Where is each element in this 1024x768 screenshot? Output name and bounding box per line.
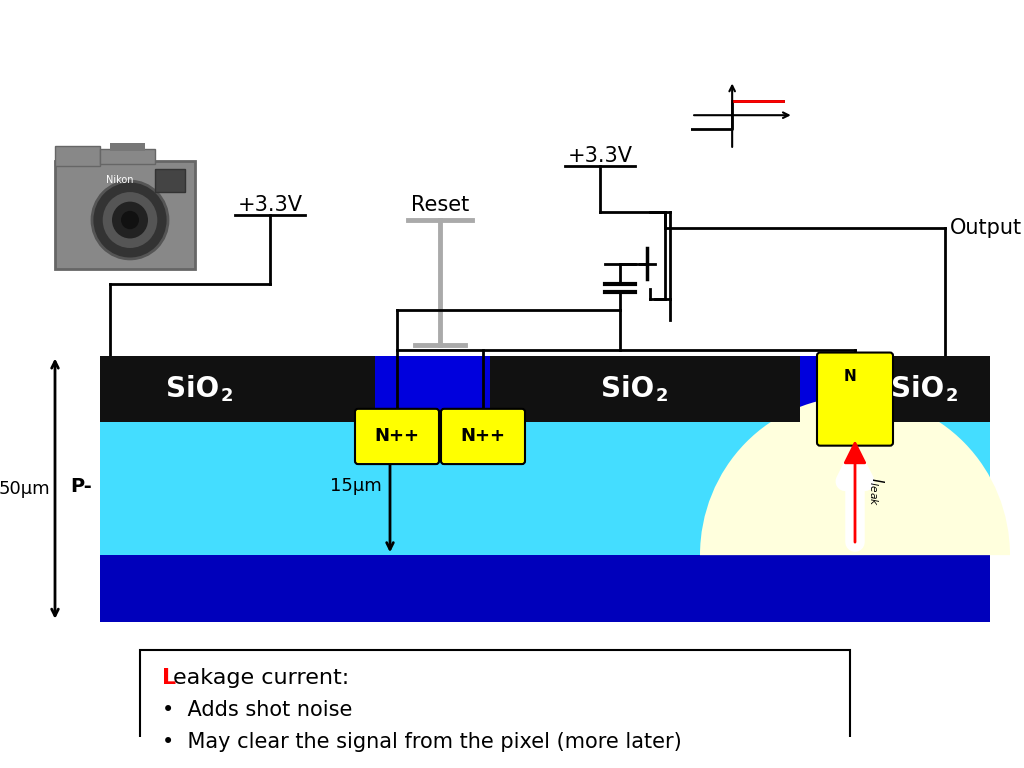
Text: 15µm: 15µm [331, 477, 382, 495]
Circle shape [92, 181, 168, 259]
Text: P-: P- [71, 477, 92, 495]
Bar [155, 170, 185, 192]
Text: •  May clear the signal from the pixel (more later): • May clear the signal from the pixel (m… [162, 733, 682, 753]
Bar [110, 143, 145, 151]
Bar [100, 356, 990, 417]
Text: Nikon: Nikon [106, 174, 134, 184]
Text: +3.3V: +3.3V [238, 195, 302, 215]
Text: SiO: SiO [167, 375, 219, 403]
Text: L: L [162, 668, 176, 688]
Bar [874, 356, 990, 422]
Wedge shape [700, 396, 1010, 555]
FancyBboxPatch shape [817, 353, 893, 445]
FancyBboxPatch shape [441, 409, 525, 464]
Text: P+: P+ [61, 377, 92, 396]
Text: N++: N++ [461, 428, 506, 445]
Text: Reset: Reset [411, 195, 469, 215]
Text: •  Adds shot noise: • Adds shot noise [162, 700, 352, 720]
Text: Leakage currents in MAPS: Leakage currents in MAPS [314, 12, 710, 41]
FancyBboxPatch shape [355, 409, 439, 464]
Text: SiO: SiO [601, 375, 654, 403]
Text: N: N [844, 369, 856, 383]
Text: P+: P+ [61, 579, 92, 598]
Bar [100, 149, 155, 164]
Text: 2: 2 [221, 387, 233, 405]
Text: N++: N++ [375, 428, 420, 445]
Text: 2: 2 [946, 387, 958, 405]
Bar [100, 555, 990, 621]
Bar [55, 161, 195, 269]
Circle shape [112, 202, 148, 238]
Text: +3.3V: +3.3V [567, 146, 633, 166]
Text: SiO: SiO [892, 375, 944, 403]
Bar [140, 650, 850, 768]
Text: eakage current:: eakage current: [173, 668, 349, 688]
Text: $I_{leak}$: $I_{leak}$ [867, 477, 886, 506]
Text: 2: 2 [655, 387, 669, 405]
Text: 50µm: 50µm [0, 480, 50, 498]
Bar [100, 417, 990, 555]
Bar [100, 356, 375, 422]
Circle shape [102, 191, 158, 249]
Text: Output: Output [950, 217, 1022, 238]
Circle shape [121, 211, 139, 229]
Bar [490, 356, 800, 422]
Bar [55, 146, 100, 167]
Text: Tobias Bus, DPG 2018, Bochum: Tobias Bus, DPG 2018, Bochum [20, 743, 281, 762]
